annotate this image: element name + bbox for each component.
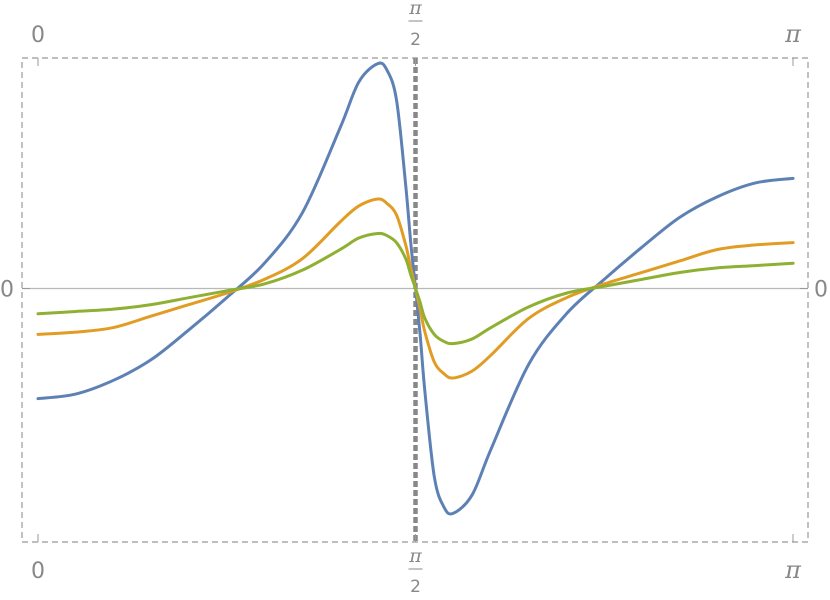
x-tick-label-top-pi-over-2: π 2 [408, 0, 423, 50]
fraction-denominator: 2 [410, 577, 421, 597]
x-tick-label-top-pi: π [784, 20, 802, 48]
frame-ticks [22, 58, 808, 542]
x-tick-label-bottom-0: 0 [31, 559, 45, 584]
fraction-denominator: 2 [410, 30, 421, 50]
x-tick-label-bottom-pi: π [784, 556, 802, 584]
y-tick-label-left-0: 0 [0, 278, 14, 303]
series-line-2 [36, 231, 795, 346]
y-tick-label-right-0: 0 [814, 278, 828, 303]
series-layer [36, 61, 795, 516]
fraction-numerator: π [408, 0, 422, 19]
x-tick-label-top-0: 0 [31, 23, 45, 48]
x-tick-label-bottom-pi-over-2: π 2 [408, 545, 423, 597]
fraction-numerator: π [408, 545, 422, 567]
